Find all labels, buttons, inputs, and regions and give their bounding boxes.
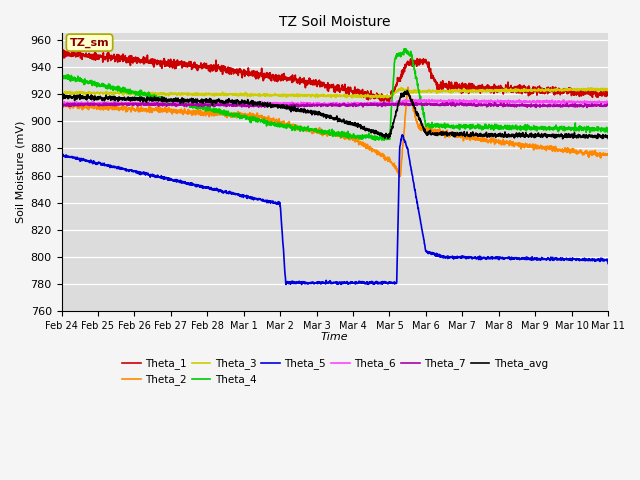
Line: Theta_5: Theta_5 [61,135,608,285]
Theta_7 [488,103,496,108]
Theta_6 [323,103,331,109]
Theta_avg [323,112,331,118]
Y-axis label: Soil Moisture (mV): Soil Moisture (mV) [15,121,25,223]
Theta_7 [589,102,596,108]
Line: Theta_1: Theta_1 [61,50,608,102]
Theta_2 [86,105,93,111]
Theta_6 [86,100,93,106]
Theta_6 [488,98,496,104]
Theta_3 [587,85,595,91]
Theta_4 [309,127,317,133]
Theta_5 [604,261,612,266]
Theta_5 [309,280,317,286]
Theta_5 [86,160,93,166]
Theta_7 [583,105,591,110]
Theta_4 [58,73,65,79]
Theta_2 [488,137,496,143]
Theta_1 [385,99,392,105]
Theta_7 [58,101,65,107]
Theta_3 [488,87,496,93]
Theta_1 [60,47,67,53]
Theta_6 [589,100,596,106]
Theta_6 [309,102,317,108]
Theta_4 [402,46,410,51]
Line: Theta_3: Theta_3 [61,88,608,98]
Theta_7 [86,101,93,107]
Theta_1 [324,87,332,93]
Theta_1 [309,78,317,84]
Line: Theta_7: Theta_7 [61,102,608,108]
Theta_6 [324,101,332,107]
Theta_7 [324,103,332,109]
Theta_3 [86,90,93,96]
Theta_avg [488,133,496,139]
Line: Theta_6: Theta_6 [61,99,608,106]
Theta_4 [589,125,596,131]
Theta_3 [309,92,317,98]
Theta_4 [86,79,93,84]
Theta_4 [604,130,612,135]
Legend: Theta_1, Theta_2, Theta_3, Theta_4, Theta_5, Theta_6, Theta_7, Theta_avg: Theta_1, Theta_2, Theta_3, Theta_4, Thet… [118,354,552,390]
Theta_1 [589,95,596,100]
Theta_avg [86,95,93,100]
Theta_6 [589,99,596,105]
Theta_3 [604,86,612,92]
Theta_3 [589,87,596,93]
Line: Theta_avg: Theta_avg [61,90,608,139]
Theta_2 [58,103,65,108]
Theta_6 [604,99,612,105]
Theta_2 [396,174,403,180]
Theta_avg [58,94,65,99]
Theta_4 [323,130,331,136]
Theta_avg [559,136,566,142]
Theta_1 [488,84,496,90]
Theta_avg [589,134,596,140]
Theta_1 [86,52,93,58]
Theta_4 [589,128,596,134]
Text: TZ_sm: TZ_sm [70,37,109,48]
Theta_2 [589,152,596,158]
Theta_1 [604,90,612,96]
Line: Theta_2: Theta_2 [61,87,608,177]
Theta_5 [488,256,496,262]
Theta_5 [398,132,406,138]
Theta_1 [58,47,65,53]
Title: TZ Soil Moisture: TZ Soil Moisture [279,15,390,29]
Theta_2 [604,151,612,157]
Theta_7 [604,103,612,108]
Theta_6 [58,101,65,107]
Theta_5 [298,282,305,288]
Theta_3 [323,93,331,99]
Theta_avg [404,87,412,93]
Theta_7 [589,103,596,109]
Theta_avg [309,110,317,116]
X-axis label: Time: Time [321,333,349,342]
Theta_3 [58,89,65,95]
Theta_5 [589,256,596,262]
Theta_7 [309,102,317,108]
Theta_4 [488,124,496,130]
Line: Theta_4: Theta_4 [61,48,608,140]
Theta_2 [309,126,317,132]
Theta_1 [589,88,596,94]
Theta_4 [378,137,386,143]
Theta_6 [425,96,433,102]
Theta_7 [144,99,152,105]
Theta_5 [589,258,596,264]
Theta_5 [58,152,65,158]
Theta_2 [404,84,412,90]
Theta_3 [589,87,596,93]
Theta_5 [324,280,332,286]
Theta_3 [348,95,356,101]
Theta_2 [589,150,596,156]
Theta_2 [323,133,331,139]
Theta_avg [589,133,596,139]
Theta_avg [604,135,612,141]
